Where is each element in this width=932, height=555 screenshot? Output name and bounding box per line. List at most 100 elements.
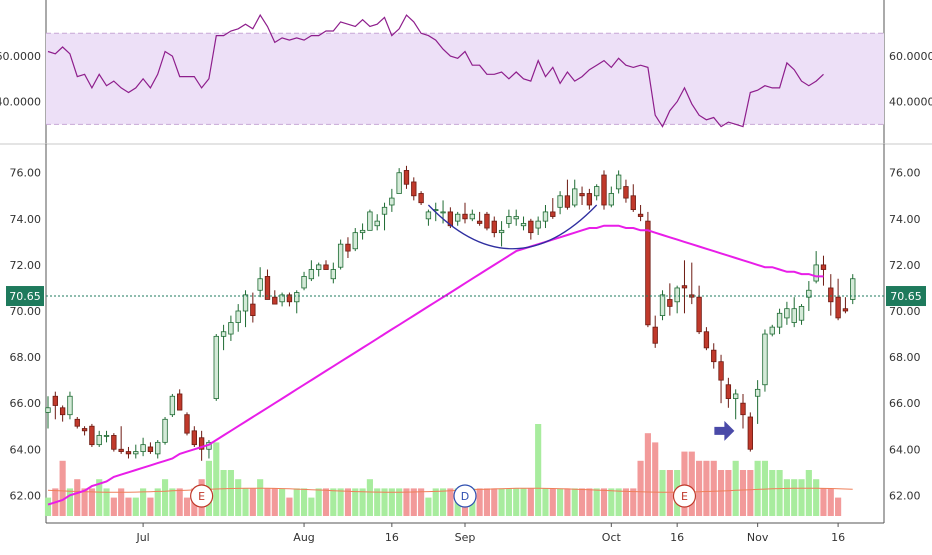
price-ytick-label-right: 64.00	[889, 443, 921, 456]
volume-bar	[652, 442, 659, 516]
rsi-ytick-label-left: 40.0000	[0, 96, 41, 109]
candle-body	[572, 188, 578, 206]
volume-bar	[337, 488, 344, 516]
xtick-label: Jul	[135, 531, 149, 544]
volume-bar	[535, 424, 542, 516]
candle-body	[308, 269, 315, 280]
candle-body	[842, 308, 849, 312]
volume-bar	[505, 488, 512, 516]
volume-bar	[374, 488, 381, 516]
volume-bar	[666, 470, 673, 516]
candle-body	[52, 395, 58, 406]
candle-body	[147, 446, 154, 452]
volume-bar	[271, 488, 278, 516]
candle-body	[403, 170, 410, 185]
volume-bar	[791, 479, 798, 516]
volume-bar	[249, 488, 256, 516]
candle-body	[455, 213, 461, 222]
candle-body	[645, 220, 651, 326]
volume-bar	[447, 488, 454, 516]
volume-bar	[227, 470, 234, 516]
candle-body	[762, 333, 768, 386]
candle-body	[601, 174, 607, 206]
xtick-label: Nov	[747, 531, 769, 544]
rsi-band	[46, 33, 884, 125]
volume-bar	[644, 433, 651, 516]
volume-bar	[761, 460, 769, 516]
candle-body	[506, 216, 512, 224]
candle-body	[125, 451, 132, 455]
candle-body	[74, 418, 80, 427]
volume-bar	[798, 479, 805, 516]
candle-body	[667, 299, 673, 307]
candle-body	[316, 264, 322, 270]
candle-body	[696, 296, 702, 333]
candle-body	[828, 287, 834, 303]
volume-bar	[754, 460, 761, 516]
volume-bar	[696, 460, 703, 516]
candle-body	[806, 289, 812, 298]
candle-body	[484, 213, 490, 229]
candle-body	[89, 425, 95, 446]
volume-bar	[476, 488, 483, 516]
volume-bar	[776, 470, 783, 516]
candle-body	[330, 269, 336, 280]
volume-bar	[630, 488, 637, 516]
earnings-event-marker[interactable]	[190, 484, 214, 508]
candle-body	[367, 211, 373, 231]
candle-body	[59, 407, 66, 416]
dividend-event-label: D	[461, 490, 469, 503]
volume-bar	[483, 488, 491, 516]
candle-body	[440, 211, 446, 214]
candle-body	[213, 335, 219, 399]
candle-body	[264, 276, 271, 300]
volume-bar	[549, 488, 556, 516]
volume-bar	[352, 488, 359, 516]
volume-bar	[820, 488, 827, 516]
candle-body	[45, 407, 51, 413]
volume-bar	[542, 488, 549, 516]
volume-bar	[491, 488, 498, 516]
candle-body	[198, 437, 205, 450]
candle-body	[242, 294, 249, 312]
candle-body	[462, 213, 468, 220]
candle-body	[520, 223, 527, 227]
candle-body	[513, 216, 519, 220]
dividend-event-marker[interactable]	[453, 484, 477, 508]
candle-body	[103, 435, 110, 437]
volume-bar	[396, 488, 403, 516]
volume-bar	[103, 488, 110, 516]
volume-bar	[703, 460, 710, 516]
volume-bar	[286, 497, 293, 516]
volume-bar	[688, 451, 695, 516]
volume-bar	[425, 497, 432, 516]
candle-body	[740, 402, 746, 416]
rsi-ytick-label-right: 40.0000	[889, 96, 932, 109]
candle-body	[557, 195, 563, 208]
rsi-ytick-label-left: 60.0000	[0, 50, 41, 63]
volume-bar	[242, 488, 249, 516]
volume-bar	[410, 488, 417, 516]
candle-body	[594, 186, 600, 197]
volume-bar	[359, 488, 366, 516]
price-ytick-label-right: 62.00	[889, 489, 921, 502]
volume-bar	[110, 497, 117, 516]
volume-bar	[783, 479, 790, 516]
arrow-annotation	[714, 420, 735, 441]
volume-bar	[381, 488, 388, 516]
price-ytick-label-right: 66.00	[889, 397, 921, 410]
volume-bar	[805, 470, 812, 516]
volume-bar	[827, 488, 834, 516]
candle-body	[425, 211, 432, 220]
candle-body	[535, 220, 541, 229]
volume-bar	[571, 488, 578, 516]
candle-body	[177, 393, 183, 411]
last-price-badge-right	[886, 286, 926, 307]
candle-body	[652, 326, 658, 344]
xtick-label: 16	[831, 531, 845, 544]
earnings-event-marker[interactable]	[672, 484, 697, 508]
volume-bar	[308, 497, 315, 516]
volume-bar	[220, 470, 227, 516]
volume-bar	[315, 488, 322, 516]
